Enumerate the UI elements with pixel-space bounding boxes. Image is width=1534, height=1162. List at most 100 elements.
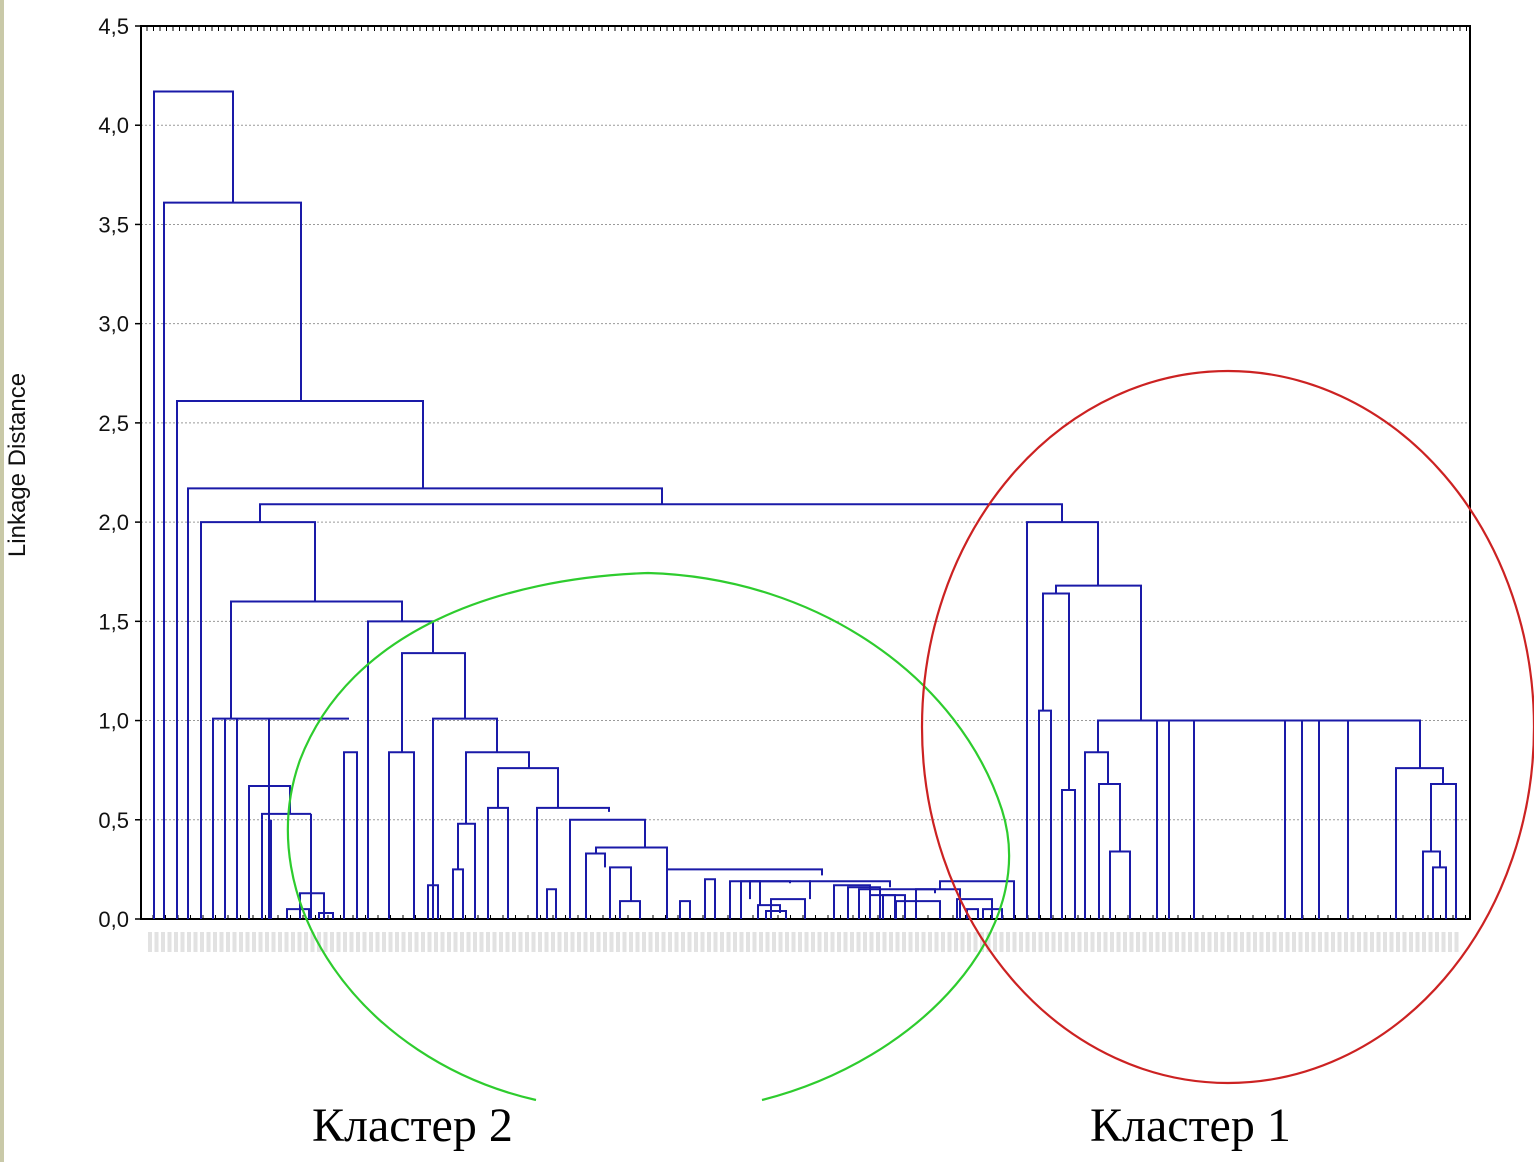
- link: [457, 822, 476, 919]
- leaf-label: [603, 932, 607, 952]
- link: [200, 521, 316, 919]
- leaf-label: [791, 932, 796, 952]
- leaf-label: [161, 932, 165, 952]
- leaf-label: [980, 932, 984, 952]
- link: [1055, 584, 1142, 721]
- link: [809, 880, 891, 888]
- link: [1097, 719, 1421, 769]
- link: [1432, 866, 1447, 919]
- leaf-label: [798, 932, 802, 952]
- link: [882, 894, 906, 919]
- leaf-label: [167, 932, 172, 952]
- leaf-label: [1201, 932, 1205, 952]
- link: [679, 900, 691, 919]
- leaf-label: [928, 932, 932, 952]
- leaf-label: [765, 932, 770, 952]
- leaf-label: [817, 932, 822, 952]
- leaf-label: [1051, 932, 1056, 952]
- leaf-label: [252, 932, 256, 952]
- leaf-label: [453, 932, 458, 952]
- leaf-label: [629, 932, 633, 952]
- link: [666, 868, 823, 919]
- link: [176, 400, 424, 919]
- link: [939, 880, 1015, 919]
- leaf-label: [596, 932, 601, 952]
- leaf-label: [297, 932, 302, 952]
- y-tick-label: 3,5: [98, 212, 129, 237]
- leaf-label: [1181, 932, 1186, 952]
- leaf-label: [1324, 932, 1329, 952]
- link: [487, 806, 509, 919]
- leaf-label: [668, 932, 672, 952]
- leaf-label: [1409, 932, 1413, 952]
- leaf-label: [1129, 932, 1134, 952]
- leaf-label: [1006, 932, 1010, 952]
- leaf-label: [356, 932, 360, 952]
- leaf-label: [869, 932, 874, 952]
- leaf-label: [219, 932, 224, 952]
- leaf-label: [1168, 932, 1173, 952]
- link: [585, 852, 606, 919]
- leaf-label: [804, 932, 809, 952]
- leaf-label: [856, 932, 861, 952]
- leaf-label: [258, 932, 263, 952]
- leaf-label: [551, 932, 555, 952]
- leaf-label: [200, 932, 204, 952]
- y-tick-label: 1,5: [98, 609, 129, 634]
- leaf-label: [648, 932, 653, 952]
- leaf-label: [1162, 932, 1166, 952]
- leaf-label: [1155, 932, 1160, 952]
- leaf-label: [486, 932, 490, 952]
- link: [401, 652, 466, 753]
- leaf-label: [564, 932, 568, 952]
- leaf-label: [395, 932, 399, 952]
- plot-border: [140, 25, 1471, 920]
- leaf-label: [1448, 932, 1452, 952]
- y-tick-label: 0,5: [98, 808, 129, 833]
- link: [1430, 783, 1457, 919]
- leaf-label: [512, 932, 516, 952]
- leaf-label: [707, 932, 711, 952]
- leaf-label: [1422, 932, 1426, 952]
- leaf-label: [206, 932, 211, 952]
- leaf-label: [1396, 932, 1400, 952]
- leaf-label: [733, 932, 737, 952]
- link: [318, 912, 334, 919]
- leaf-label: [973, 932, 978, 952]
- leaf-label: [1142, 932, 1147, 952]
- leaf-label: [531, 932, 536, 952]
- leaf-label: [148, 932, 152, 952]
- link: [343, 751, 358, 919]
- leaf-label: [1214, 932, 1218, 952]
- leaf-label: [1110, 932, 1114, 952]
- leaf-label: [382, 932, 386, 952]
- leaf-label: [947, 932, 952, 952]
- link: [1084, 751, 1109, 919]
- leaf-label: [1389, 932, 1394, 952]
- leaf-label: [1032, 932, 1036, 952]
- leaf-label: [1363, 932, 1368, 952]
- leaf-label: [473, 932, 477, 952]
- leaf-label: [609, 932, 614, 952]
- leaf-label: [967, 932, 971, 952]
- leaf-label: [590, 932, 594, 952]
- link: [259, 503, 1063, 523]
- link: [1098, 783, 1121, 919]
- leaf-label: [1116, 932, 1121, 952]
- dendrogram-links: [153, 90, 1457, 919]
- link: [286, 908, 310, 919]
- cluster-2-ellipse: [286, 571, 1011, 1102]
- link: [858, 888, 936, 919]
- leaf-label: [1292, 932, 1296, 952]
- leaf-label: [1337, 932, 1342, 952]
- leaf-label: [785, 932, 789, 952]
- grid-lines: [141, 124, 1470, 821]
- leaf-label: [375, 932, 380, 952]
- leaf-label: [934, 932, 939, 952]
- leaf-label: [369, 932, 373, 952]
- leaf-label: [635, 932, 640, 952]
- leaf-label: [843, 932, 848, 952]
- leaf-label: [1402, 932, 1407, 952]
- leaf-label: [388, 932, 393, 952]
